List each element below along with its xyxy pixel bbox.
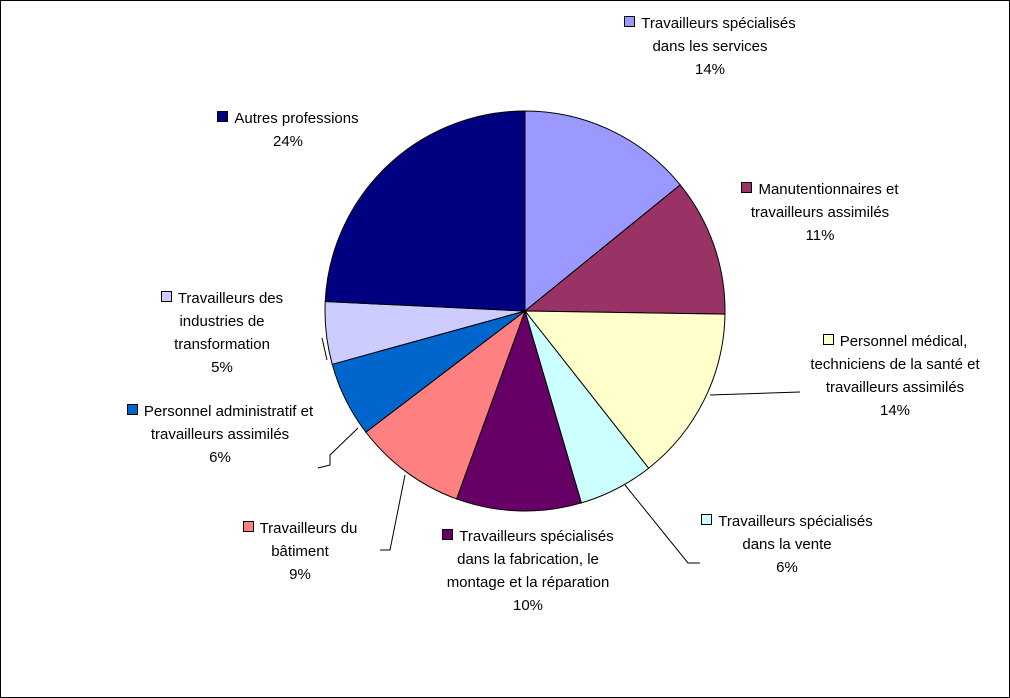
value-label: 6% xyxy=(776,559,798,576)
leader-line xyxy=(321,337,328,361)
leader-lines xyxy=(317,337,801,564)
value-label: 9% xyxy=(289,566,311,583)
value-label: 24% xyxy=(272,133,304,150)
slice xyxy=(523,310,726,469)
data-label: Autres professions 24% xyxy=(188,107,388,153)
legend-marker xyxy=(741,182,753,193)
value-label: 14% xyxy=(879,402,911,419)
value-label: 10% xyxy=(512,597,544,614)
data-label: Travailleurs spécialisés dans la fabrica… xyxy=(428,525,628,617)
category-label: Personnel administratif et travailleurs … xyxy=(143,403,314,443)
legend-marker xyxy=(442,529,454,540)
leader-line xyxy=(624,484,700,564)
legend-marker xyxy=(822,334,834,345)
leader-line xyxy=(380,474,406,551)
category-label: Travailleurs des industries de transform… xyxy=(174,290,284,353)
leader-line xyxy=(709,391,801,396)
legend-marker xyxy=(217,111,229,122)
category-label: Autres professions xyxy=(234,110,359,127)
category-label: Personnel médical, techniciens de la san… xyxy=(810,333,980,396)
value-label: 6% xyxy=(209,449,231,466)
data-label: Travailleurs spécialisés dans les servic… xyxy=(610,12,810,81)
slice xyxy=(365,309,527,500)
slice xyxy=(455,309,582,512)
data-label: Manutentionnaires et travailleurs assimi… xyxy=(725,178,915,247)
leader-line xyxy=(317,427,359,469)
value-label: 5% xyxy=(211,359,233,376)
data-label: Travailleurs du bâtiment 9% xyxy=(230,517,370,586)
value-label: 11% xyxy=(805,227,835,244)
category-label: Travailleurs du bâtiment xyxy=(259,520,358,560)
data-label: Travailleurs des industries de transform… xyxy=(132,287,312,379)
data-label: Travailleurs spécialisés dans la vente 6% xyxy=(692,510,882,579)
legend-marker xyxy=(242,521,254,532)
data-label: Personnel administratif et travailleurs … xyxy=(120,400,320,469)
category-label: Travailleurs spécialisés dans la vente xyxy=(718,513,873,553)
category-label: Manutentionnaires et travailleurs assimi… xyxy=(750,181,899,221)
legend-marker xyxy=(126,404,138,415)
legend-marker xyxy=(624,16,636,27)
category-label: Travailleurs spécialisés dans la fabrica… xyxy=(446,528,614,591)
value-label: 14% xyxy=(694,61,726,78)
slice xyxy=(523,184,726,315)
slice xyxy=(324,110,526,312)
slice xyxy=(524,110,681,313)
legend-marker xyxy=(701,514,713,525)
pie xyxy=(324,110,726,512)
legend-marker xyxy=(160,291,172,302)
category-label: Travailleurs spécialisés dans les servic… xyxy=(641,15,796,55)
data-label: Personnel médical, techniciens de la san… xyxy=(795,330,995,422)
